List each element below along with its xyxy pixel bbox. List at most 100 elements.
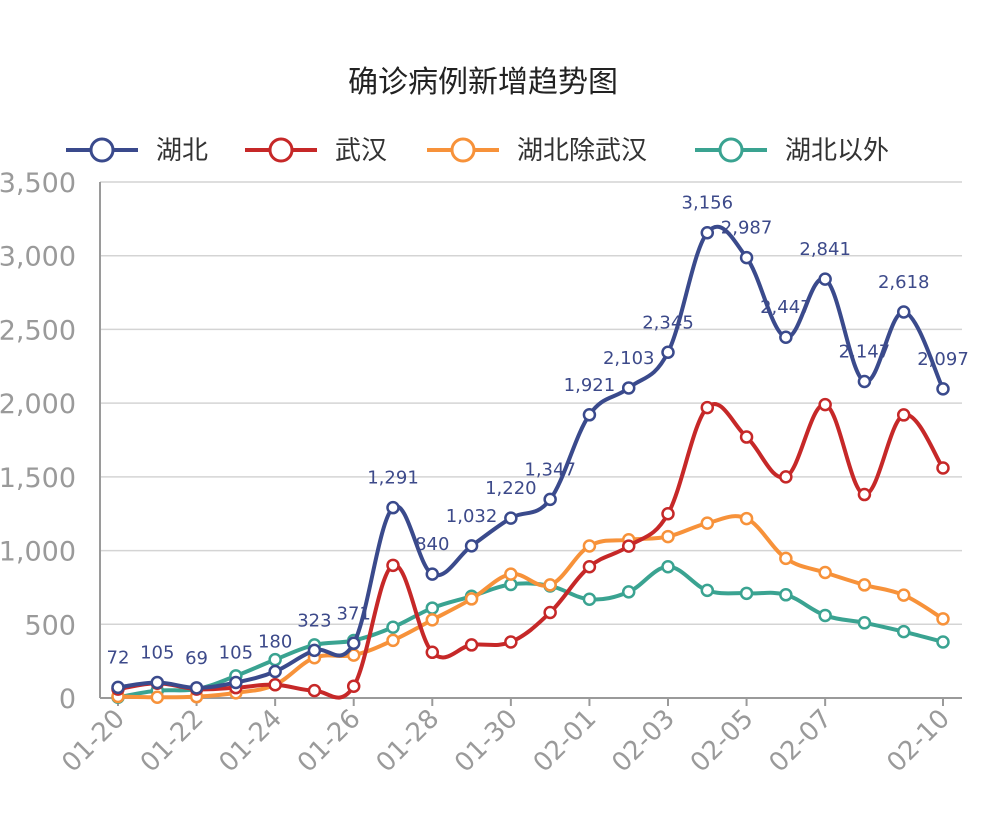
data-point	[700, 516, 715, 530]
data-point	[464, 539, 479, 553]
legend-marker	[89, 137, 115, 163]
data-point	[150, 690, 165, 705]
data-label: 1,032	[446, 506, 498, 527]
data-point	[425, 567, 440, 581]
data-point	[818, 565, 832, 580]
legend-item: 湖北以外	[695, 136, 889, 166]
data-point	[268, 677, 282, 692]
data-point	[661, 345, 675, 360]
data-point	[739, 586, 754, 601]
data-point	[936, 382, 950, 396]
legend-label: 武汉	[335, 136, 387, 166]
data-point	[818, 397, 832, 412]
data-point	[543, 605, 557, 620]
data-point	[779, 588, 793, 602]
y-tick-label: 1,000	[0, 537, 76, 568]
series-0	[111, 224, 950, 695]
data-point	[582, 592, 597, 606]
data-point	[386, 620, 400, 634]
data-point	[543, 578, 557, 592]
data-point	[896, 588, 911, 602]
legend-marker	[718, 137, 744, 163]
data-label: 105	[140, 643, 174, 664]
legend-item: 湖北	[66, 136, 208, 166]
y-tick-label: 2,500	[0, 315, 76, 346]
legend-label: 湖北除武汉	[517, 136, 647, 166]
data-point	[150, 675, 165, 690]
data-point	[857, 487, 872, 502]
chart-title: 确诊病例新增趋势图	[348, 65, 618, 100]
x-tick-label: 01-28	[371, 704, 446, 779]
data-point	[307, 683, 322, 698]
data-point	[464, 592, 479, 606]
data-point	[621, 585, 636, 599]
data-label: 2,345	[642, 312, 694, 333]
data-point	[425, 601, 440, 615]
data-point	[386, 558, 400, 573]
legend: 湖北 武汉 湖北除武汉 湖北以外	[66, 136, 889, 166]
data-label: 1,291	[367, 468, 419, 489]
legend-marker	[268, 137, 294, 163]
data-point	[621, 539, 636, 553]
data-point	[779, 470, 793, 484]
data-label: 2,103	[603, 348, 655, 369]
data-point	[896, 624, 911, 639]
data-point	[896, 408, 911, 422]
y-tick-label: 0	[59, 684, 76, 715]
legend-marker	[450, 137, 476, 163]
data-point	[896, 305, 911, 319]
data-point	[700, 400, 715, 415]
data-label: 72	[107, 647, 130, 668]
data-label: 371	[337, 603, 371, 624]
data-label: 3,156	[682, 193, 734, 214]
series-3	[111, 560, 950, 705]
data-point	[700, 225, 715, 240]
data-point	[936, 461, 950, 475]
data-point	[582, 560, 597, 574]
data-point	[739, 250, 754, 265]
data-point	[661, 560, 675, 574]
data-label: 2,447	[760, 297, 812, 318]
y-tick-label: 2,000	[0, 389, 76, 420]
y-tick-label: 1,500	[0, 463, 76, 494]
data-point	[189, 681, 204, 695]
data-label: 323	[297, 610, 331, 631]
x-tick-label: 01-26	[292, 704, 367, 779]
data-point	[779, 330, 793, 344]
data-point	[818, 608, 832, 623]
data-point	[936, 612, 950, 626]
data-point	[268, 652, 282, 667]
data-label: 2,097	[917, 349, 969, 370]
data-point	[464, 638, 479, 652]
legend-label: 湖北	[156, 136, 208, 166]
data-label: 180	[258, 631, 292, 652]
data-point	[268, 664, 282, 679]
data-point	[111, 680, 125, 695]
data-point	[857, 374, 872, 389]
data-label: 2,841	[799, 239, 851, 260]
data-point	[857, 616, 872, 630]
data-point	[857, 578, 872, 592]
x-tick-label: 01-30	[449, 704, 524, 779]
data-point	[504, 567, 518, 581]
data-label: 69	[185, 648, 208, 669]
data-point	[346, 636, 361, 651]
data-point	[425, 613, 440, 627]
x-tick-label: 01-22	[135, 704, 210, 779]
series-group	[111, 224, 950, 705]
data-point	[386, 500, 400, 515]
data-point	[739, 511, 754, 526]
data-point	[229, 675, 243, 690]
data-label: 840	[415, 534, 449, 555]
series-line	[117, 564, 944, 700]
data-point	[582, 408, 597, 422]
data-label: 105	[219, 643, 253, 664]
x-tick-label: 02-03	[606, 704, 681, 779]
x-tick-label: 02-07	[763, 704, 838, 779]
data-label: 1,220	[485, 478, 537, 499]
data-point	[504, 635, 518, 649]
data-point	[818, 272, 832, 286]
y-tick-label: 3,000	[0, 242, 76, 273]
data-point	[936, 635, 950, 649]
